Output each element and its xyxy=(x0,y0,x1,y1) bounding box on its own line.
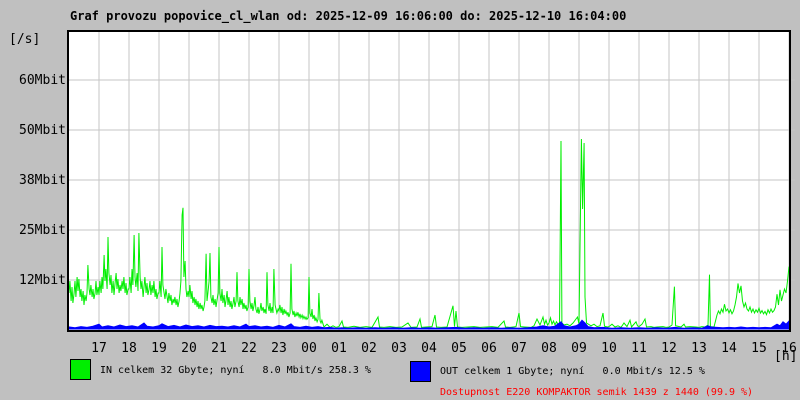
legend-in-label: IN celkem 32 Gbyte; nyní 8.0 Mbit/s 258.… xyxy=(100,365,371,376)
y-axis-tick-label: 60Mbit xyxy=(19,73,66,88)
y-axis-tick-label: 25Mbit xyxy=(19,223,66,238)
x-axis-tick-label: 15 xyxy=(751,341,767,356)
x-axis-tick-label: 06 xyxy=(481,341,497,356)
legend-out-label: OUT celkem 1 Gbyte; nyní 0.0 Mbit/s 12.5… xyxy=(440,366,705,377)
x-axis-tick-label: 01 xyxy=(331,341,347,356)
graph-title: Graf provozu popovice_cl_wlan od: 2025-1… xyxy=(70,9,627,23)
legend-in-swatch xyxy=(70,359,91,380)
x-axis-tick-label: 05 xyxy=(451,341,467,356)
x-axis-tick-label: 03 xyxy=(391,341,407,356)
x-axis-tick-label: 12 xyxy=(661,341,677,356)
x-axis-tick-label: 07 xyxy=(511,341,527,356)
y-axis-tick-label: 12Mbit xyxy=(19,273,66,288)
x-axis-tick-label: 16 xyxy=(781,341,797,356)
plot-border xyxy=(67,30,791,332)
x-axis-tick-label: 22 xyxy=(241,341,257,356)
x-axis-tick-label: 10 xyxy=(601,341,617,356)
availability-text: Dostupnost E220 KOMPAKTOR semik 1439 z 1… xyxy=(440,387,754,398)
x-axis-tick-label: 04 xyxy=(421,341,437,356)
x-axis-tick-label: 13 xyxy=(691,341,707,356)
x-axis-tick-label: 02 xyxy=(361,341,377,356)
x-axis-tick-label: 11 xyxy=(631,341,647,356)
series-out xyxy=(68,319,790,330)
x-axis-tick-label: 09 xyxy=(571,341,587,356)
x-axis-tick-label: 23 xyxy=(271,341,287,356)
x-axis-tick-label: 08 xyxy=(541,341,557,356)
x-axis-tick-label: 19 xyxy=(151,341,167,356)
x-axis-tick-label: 17 xyxy=(91,341,107,356)
x-axis-tick-label: 18 xyxy=(121,341,137,356)
x-axis-tick-label: 21 xyxy=(211,341,227,356)
series-in xyxy=(68,138,790,329)
y-axis-tick-label: 38Mbit xyxy=(19,173,66,188)
legend-out-swatch xyxy=(410,361,431,382)
x-axis-tick-label: 20 xyxy=(181,341,197,356)
y-axis-tick-label: 50Mbit xyxy=(19,123,66,138)
x-axis-tick-label: 14 xyxy=(721,341,737,356)
x-axis-unit-label: [h] xyxy=(774,349,798,364)
x-axis-tick-label: 00 xyxy=(301,341,317,356)
y-axis-unit-label: [/s] xyxy=(9,32,41,47)
